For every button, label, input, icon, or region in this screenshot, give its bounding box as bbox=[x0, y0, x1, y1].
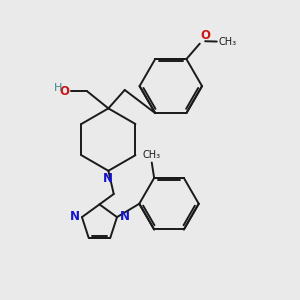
Text: CH₃: CH₃ bbox=[219, 37, 237, 46]
Text: O: O bbox=[59, 85, 69, 98]
Text: N: N bbox=[119, 210, 129, 223]
Text: H: H bbox=[54, 82, 62, 93]
Text: N: N bbox=[70, 210, 80, 223]
Text: O: O bbox=[200, 29, 210, 42]
Text: CH₃: CH₃ bbox=[143, 150, 161, 160]
Text: N: N bbox=[103, 172, 113, 185]
